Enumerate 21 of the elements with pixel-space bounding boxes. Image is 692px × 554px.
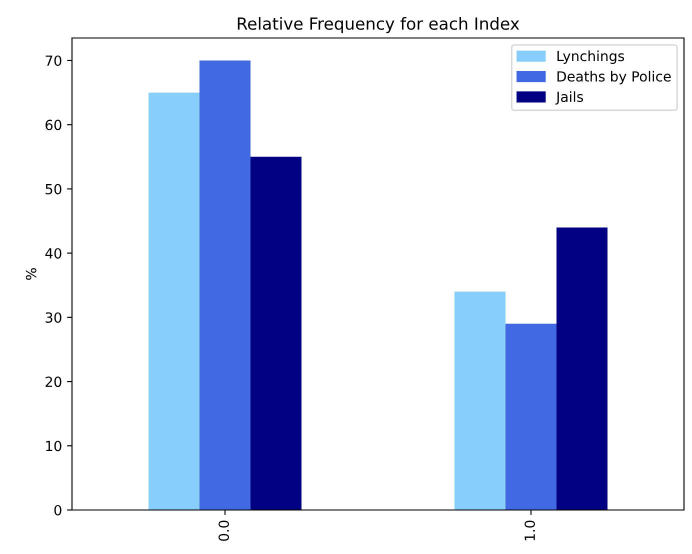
y-tick-label: 40 [45,248,62,259]
y-tick-label: 60 [46,120,62,130]
y-tick-label: 50 [46,184,62,194]
y-tick-label: 20 [46,376,62,388]
y-tick-label: 70 [46,55,62,66]
chart-title: Relative Frequency for each Index [238,17,520,34]
x-tick-label: 0.0 [218,520,230,541]
bar [556,227,608,510]
legend-label: Lynchings [557,50,624,64]
legend-label: Jails [555,91,584,105]
bar [200,60,250,510]
bar [148,92,200,510]
bar [250,156,302,510]
y-tick-label: 30 [46,312,62,323]
y-tick-label: 0 [54,504,62,516]
y-tick-label: 10 [46,440,62,452]
bar [454,292,506,510]
legend-label: Deaths by Police [557,70,671,84]
y-axis-title: % [26,268,36,280]
bar [506,324,556,510]
x-tick-label: 1.0 [524,520,536,540]
